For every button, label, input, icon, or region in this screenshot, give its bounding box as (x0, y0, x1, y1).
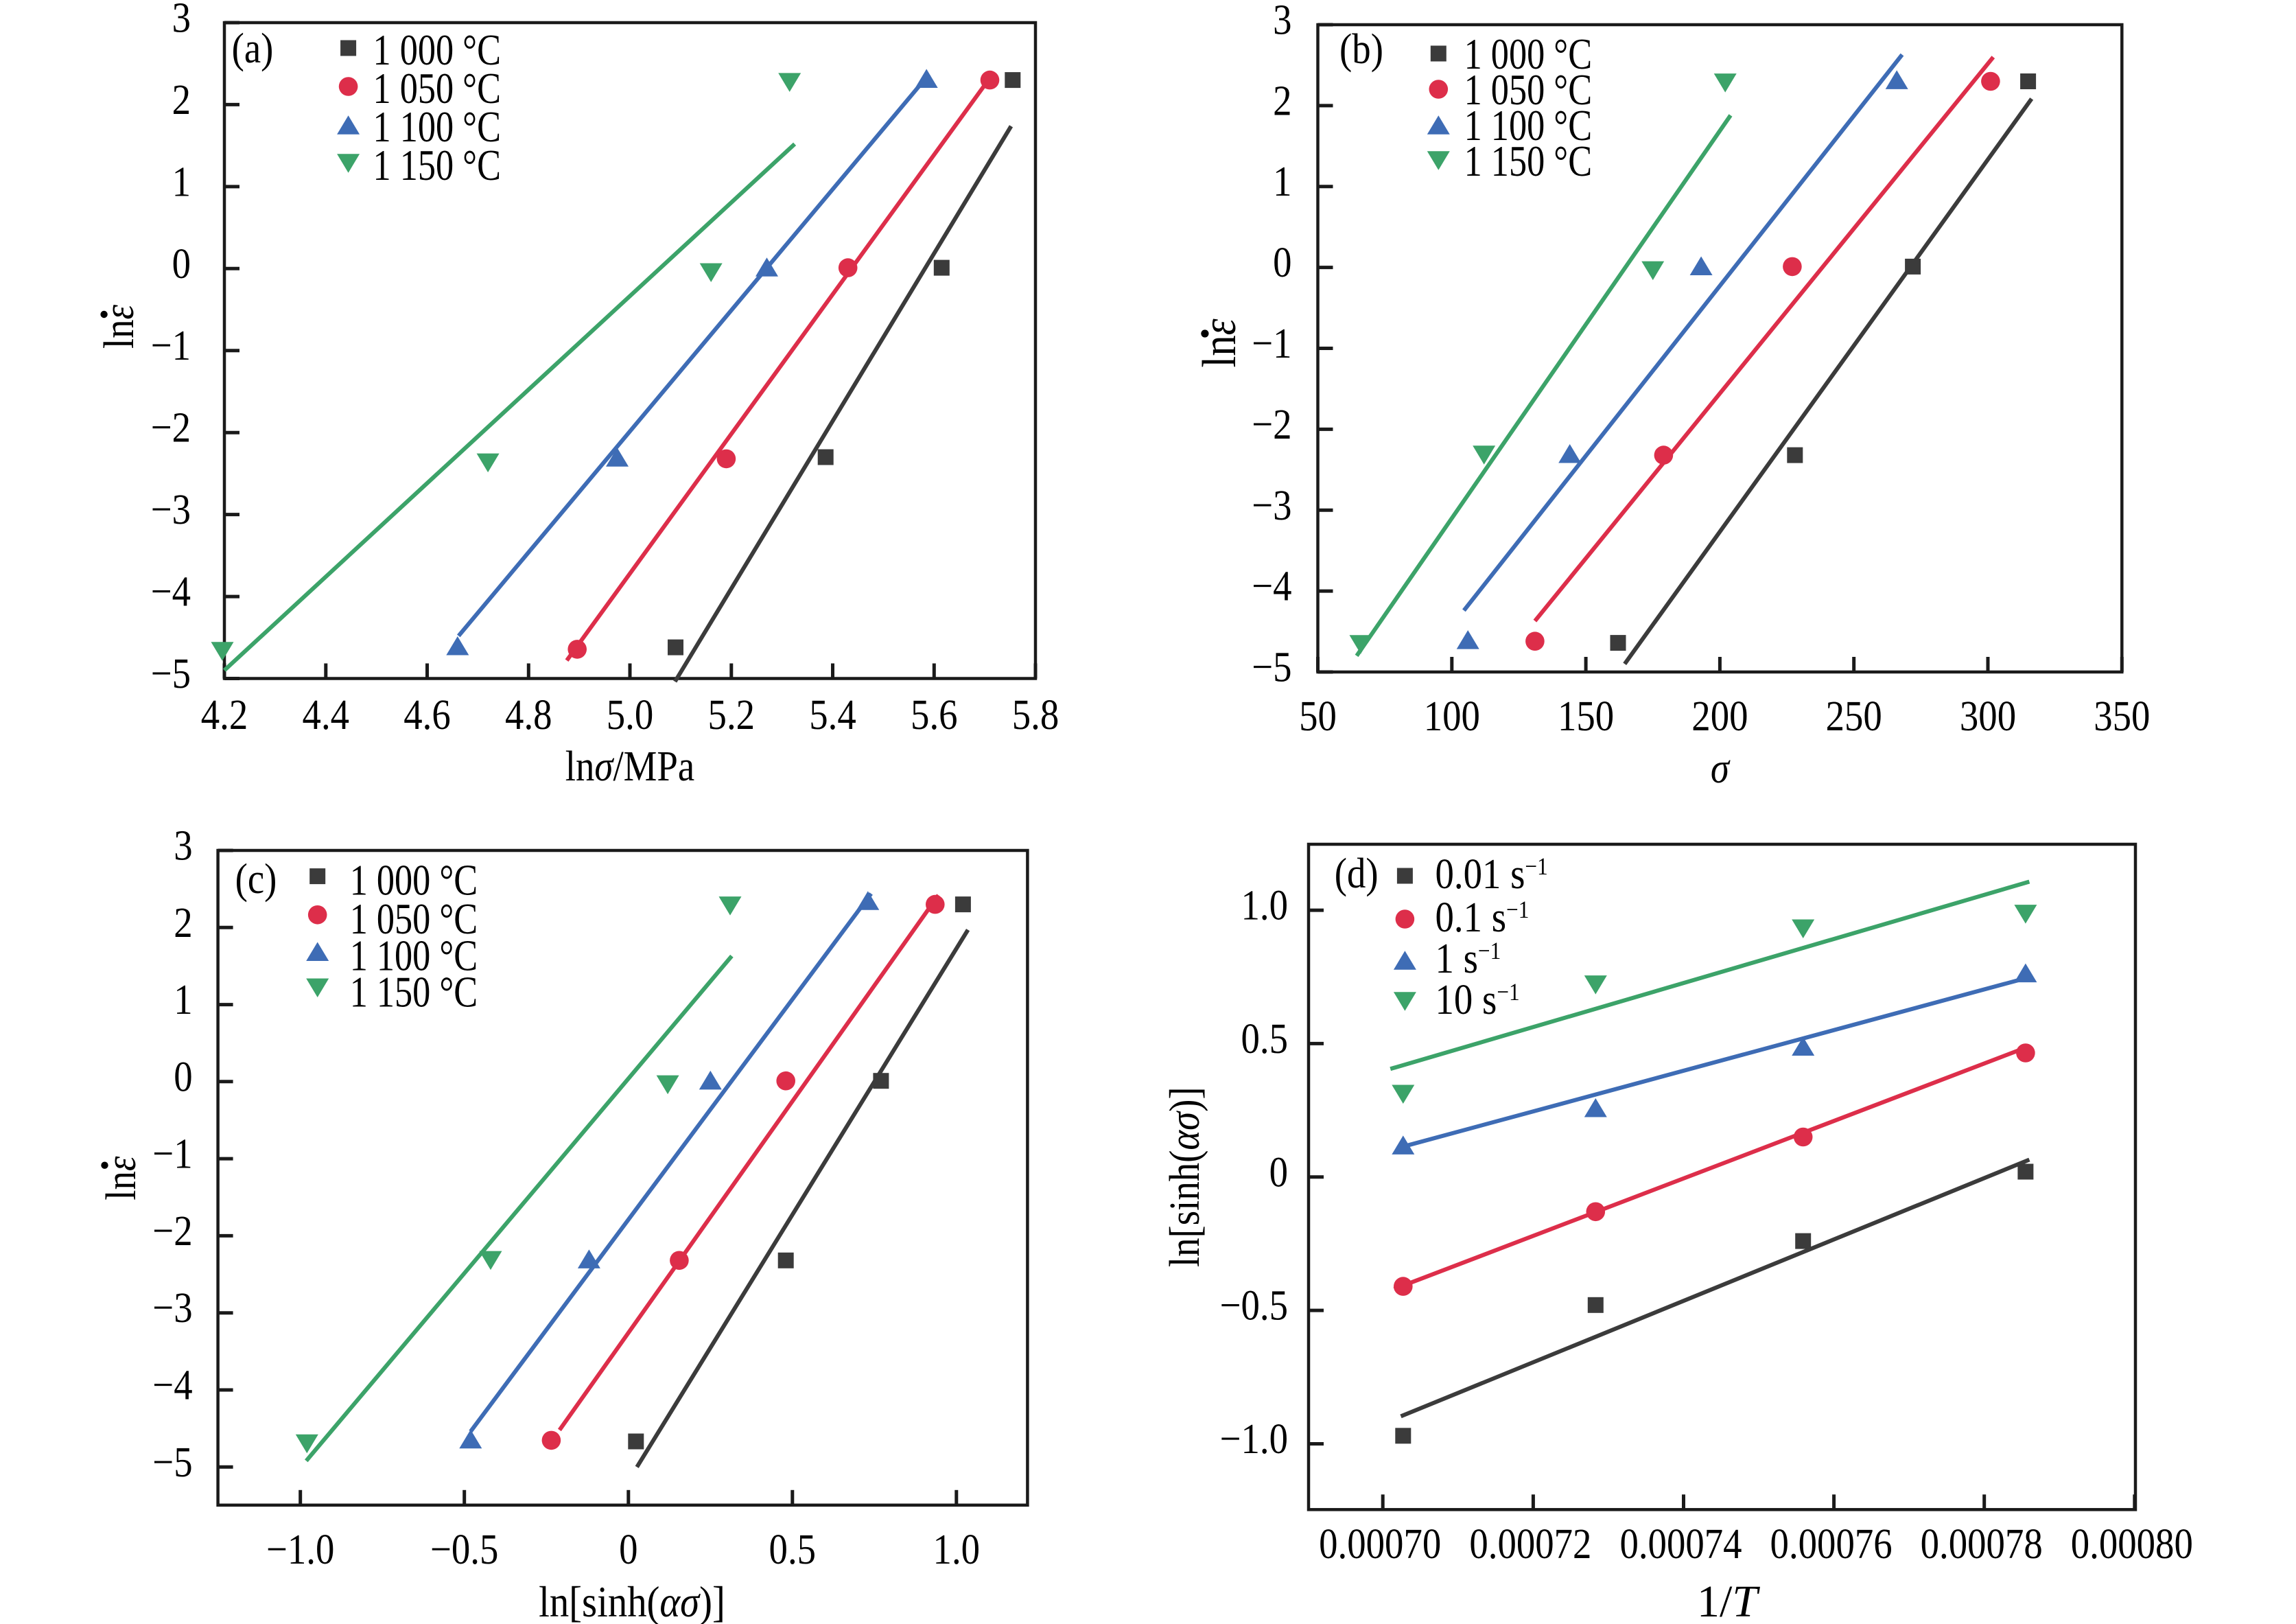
svg-text:1 100 °C: 1 100 °C (373, 102, 501, 151)
svg-text:0: 0 (619, 1524, 637, 1573)
svg-text:0.5: 0.5 (1241, 1014, 1288, 1062)
svg-text:0.5: 0.5 (769, 1524, 817, 1573)
svg-text:1 000 °C: 1 000 °C (1464, 30, 1592, 78)
svg-text:(c): (c) (235, 854, 277, 902)
svg-text:10 s−1: 10 s−1 (1436, 975, 1520, 1023)
svg-text:ln[sinh(ασ)]: ln[sinh(ασ)] (1160, 1087, 1208, 1267)
svg-text:4.6: 4.6 (403, 690, 451, 738)
svg-text:−2: −2 (152, 1206, 192, 1254)
svg-text:300: 300 (1960, 691, 2016, 739)
svg-text:1 100 °C: 1 100 °C (1464, 101, 1592, 150)
svg-text:−4: −4 (152, 1360, 192, 1408)
svg-text:2: 2 (1273, 76, 1291, 124)
svg-text:lnε: lnε (96, 1156, 144, 1200)
svg-text:−1: −1 (152, 1129, 192, 1177)
svg-text:1: 1 (1273, 157, 1291, 205)
svg-text:4.4: 4.4 (303, 690, 350, 738)
svg-text:1.0: 1.0 (933, 1524, 981, 1573)
svg-text:−1.0: −1.0 (1220, 1414, 1288, 1462)
svg-text:−1: −1 (151, 321, 191, 369)
svg-text:1 s−1: 1 s−1 (1436, 933, 1501, 982)
svg-text:−5: −5 (151, 649, 191, 697)
svg-text:50: 50 (1299, 691, 1337, 739)
svg-text:(d): (d) (1335, 848, 1379, 896)
svg-text:lnε: lnε (1193, 318, 1246, 368)
svg-text:0.00072: 0.00072 (1469, 1519, 1591, 1567)
svg-text:150: 150 (1558, 691, 1614, 739)
svg-text:−1: −1 (1252, 318, 1291, 367)
svg-text:0: 0 (1269, 1148, 1288, 1196)
svg-text:1 100 °C: 1 100 °C (350, 931, 478, 980)
svg-text:σ: σ (1711, 743, 1731, 791)
svg-text:250: 250 (1826, 691, 1882, 739)
svg-text:4.8: 4.8 (505, 690, 552, 738)
svg-text:−5: −5 (152, 1437, 192, 1485)
svg-text:5.4: 5.4 (809, 690, 856, 738)
svg-text:lnε: lnε (94, 304, 142, 349)
svg-text:3: 3 (1273, 0, 1291, 43)
svg-text:−3: −3 (152, 1284, 192, 1332)
svg-text:−2: −2 (1252, 399, 1291, 448)
svg-text:(a): (a) (232, 23, 274, 71)
svg-text:0: 0 (1273, 238, 1291, 286)
svg-text:lnσ/MPa: lnσ/MPa (565, 741, 694, 789)
svg-text:1 050 °C: 1 050 °C (350, 894, 478, 943)
svg-text:1/T: 1/T (1697, 1577, 1760, 1624)
svg-text:1: 1 (172, 157, 191, 205)
svg-text:1.0: 1.0 (1241, 881, 1288, 929)
svg-text:5.8: 5.8 (1012, 690, 1059, 738)
svg-text:5.2: 5.2 (708, 690, 755, 738)
svg-text:−1.0: −1.0 (266, 1524, 334, 1573)
svg-text:−5: −5 (1252, 642, 1291, 691)
svg-text:1 150 °C: 1 150 °C (1464, 137, 1592, 185)
svg-text:1 050 °C: 1 050 °C (1464, 65, 1592, 114)
svg-text:1: 1 (174, 975, 192, 1023)
svg-text:−3: −3 (1252, 480, 1291, 529)
svg-text:−2: −2 (151, 403, 191, 451)
svg-text:−0.5: −0.5 (1220, 1281, 1288, 1329)
svg-text:100: 100 (1424, 691, 1480, 739)
svg-text:0.00070: 0.00070 (1319, 1519, 1441, 1567)
svg-text:1 150 °C: 1 150 °C (373, 141, 501, 189)
svg-text:5.0: 5.0 (607, 690, 654, 738)
svg-text:3: 3 (174, 821, 192, 869)
svg-text:(b): (b) (1339, 24, 1383, 72)
svg-text:0.00076: 0.00076 (1770, 1519, 1893, 1567)
svg-text:1 000 °C: 1 000 °C (373, 25, 501, 74)
svg-text:1 050 °C: 1 050 °C (373, 64, 501, 113)
svg-text:0.1 s−1: 0.1 s−1 (1436, 892, 1530, 940)
svg-text:−4: −4 (151, 567, 191, 615)
svg-text:1 150 °C: 1 150 °C (350, 968, 478, 1017)
svg-text:0: 0 (172, 239, 191, 287)
svg-text:−0.5: −0.5 (430, 1524, 498, 1573)
svg-text:0.00074: 0.00074 (1619, 1519, 1742, 1567)
svg-text:4.2: 4.2 (201, 690, 248, 738)
svg-text:0: 0 (174, 1052, 192, 1100)
svg-text:200: 200 (1691, 691, 1748, 739)
svg-text:ln[sinh(ασ)]: ln[sinh(ασ)] (539, 1578, 725, 1624)
svg-text:−3: −3 (151, 485, 191, 533)
svg-text:2: 2 (172, 75, 191, 123)
svg-text:0.01 s−1: 0.01 s−1 (1436, 849, 1548, 897)
svg-text:0.00078: 0.00078 (1921, 1519, 2043, 1567)
svg-text:350: 350 (2094, 691, 2150, 739)
svg-text:3: 3 (172, 0, 191, 41)
svg-text:1 000 °C: 1 000 °C (350, 856, 478, 905)
svg-text:5.6: 5.6 (911, 690, 958, 738)
svg-text:2: 2 (174, 898, 192, 946)
svg-text:−4: −4 (1252, 561, 1291, 610)
svg-text:0.00080: 0.00080 (2071, 1519, 2193, 1567)
